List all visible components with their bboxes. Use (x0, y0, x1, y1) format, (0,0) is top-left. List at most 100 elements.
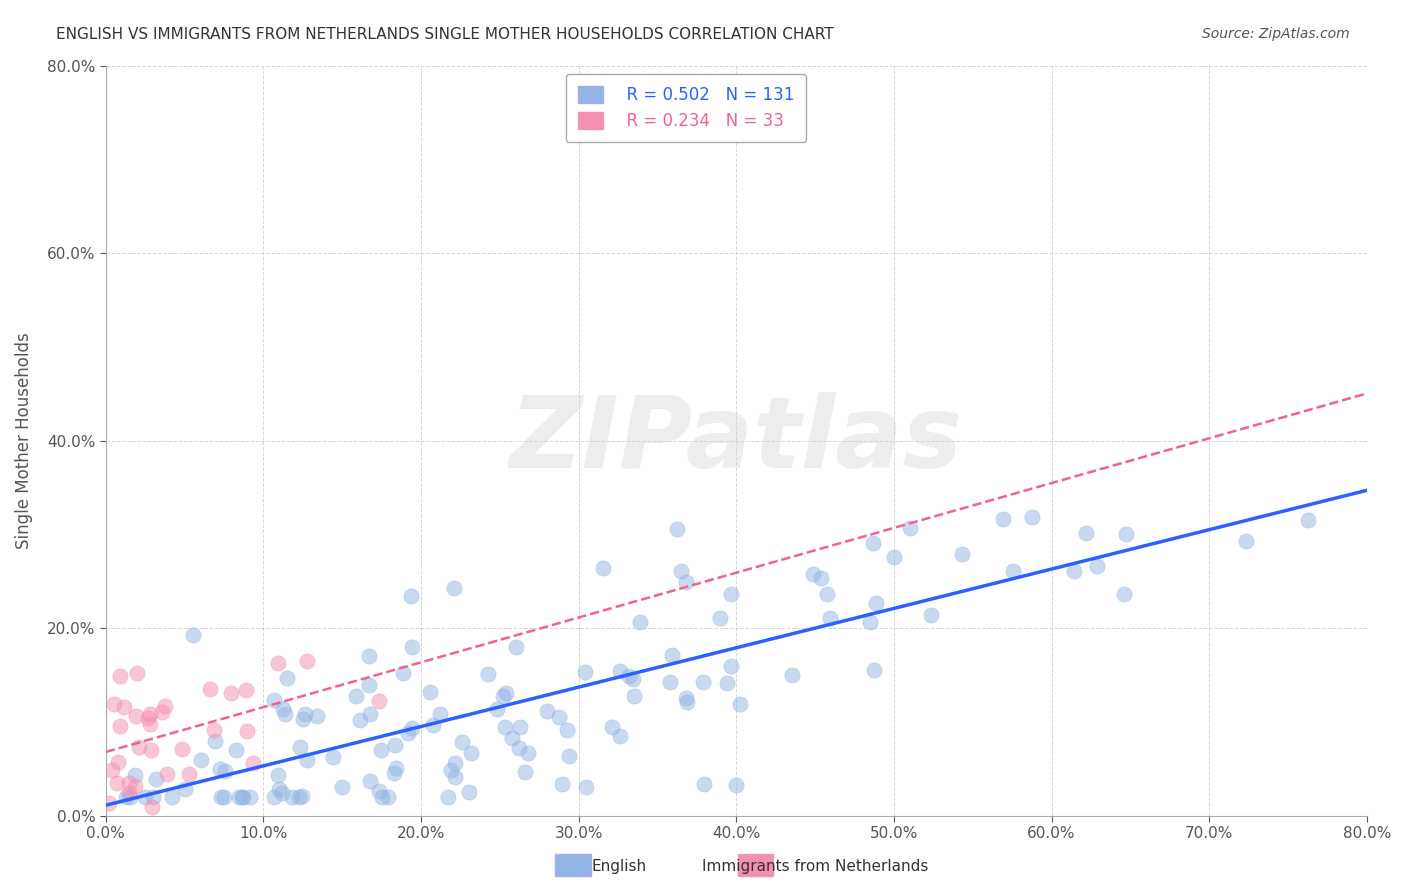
Point (458, 785, 481, 799)
Point (219, 686, 242, 700)
Point (209, 790, 232, 805)
Point (118, 786, 141, 800)
Point (382, 766, 405, 780)
Point (451, 735, 474, 749)
Point (443, 756, 465, 770)
Point (141, 799, 163, 814)
Point (118, 790, 141, 805)
Point (202, 723, 225, 738)
Point (661, 648, 683, 662)
Point (128, 740, 150, 755)
Point (444, 770, 467, 784)
Point (859, 615, 882, 629)
Point (370, 743, 392, 757)
Point (225, 743, 247, 757)
Point (551, 777, 574, 791)
Point (676, 694, 699, 708)
Point (377, 790, 399, 805)
Point (1296, 513, 1319, 527)
Bar (555, 854, 591, 876)
Point (720, 587, 742, 601)
Point (623, 689, 645, 703)
Point (547, 710, 569, 724)
Point (114, 699, 136, 714)
Point (422, 717, 444, 731)
Text: ZIPatlas: ZIPatlas (510, 392, 963, 489)
Point (477, 667, 499, 681)
Point (267, 768, 290, 782)
Point (628, 615, 651, 630)
Point (716, 676, 738, 690)
Point (1076, 526, 1098, 541)
Point (492, 689, 515, 703)
Point (141, 742, 163, 756)
Point (575, 780, 598, 794)
Point (439, 764, 461, 778)
Bar (738, 854, 773, 876)
Point (263, 790, 285, 805)
Point (177, 767, 200, 781)
Point (574, 665, 596, 679)
Point (443, 582, 465, 596)
Point (198, 681, 221, 696)
Point (274, 706, 297, 721)
Point (271, 701, 294, 715)
Point (419, 685, 441, 699)
Point (368, 694, 391, 708)
Point (536, 704, 558, 718)
Point (115, 790, 138, 805)
Text: Immigrants from Netherlands: Immigrants from Netherlands (702, 859, 929, 874)
Point (124, 768, 146, 782)
Point (359, 774, 381, 789)
Point (204, 734, 226, 748)
Point (818, 610, 841, 624)
Point (105, 776, 128, 790)
Point (515, 765, 537, 780)
Point (305, 708, 328, 723)
Point (801, 566, 824, 581)
Y-axis label: Single Mother Households: Single Mother Households (15, 333, 32, 549)
Point (495, 685, 517, 699)
Point (883, 550, 905, 565)
Point (134, 790, 156, 805)
Point (281, 790, 304, 805)
Point (103, 697, 125, 711)
Point (920, 607, 942, 622)
Point (485, 702, 508, 716)
Point (658, 675, 681, 690)
Point (288, 790, 311, 805)
Point (183, 628, 205, 642)
Point (239, 790, 262, 805)
Point (263, 693, 285, 707)
Point (173, 781, 195, 796)
Point (600, 720, 623, 734)
Point (294, 706, 316, 721)
Point (505, 640, 527, 655)
Point (558, 748, 581, 763)
Point (1234, 534, 1257, 549)
Point (359, 678, 381, 692)
Point (291, 789, 314, 803)
Point (725, 778, 748, 792)
Point (384, 761, 406, 775)
Point (1112, 586, 1135, 600)
Point (125, 666, 148, 681)
Point (136, 711, 159, 725)
Point (675, 574, 697, 589)
Point (228, 790, 250, 805)
Point (898, 520, 921, 534)
Point (396, 726, 419, 740)
Point (865, 597, 887, 611)
Point (863, 663, 886, 677)
Point (231, 790, 253, 805)
Point (401, 590, 423, 604)
Point (370, 790, 392, 805)
Text: ENGLISH VS IMMIGRANTS FROM NETHERLANDS SINGLE MOTHER HOUSEHOLDS CORRELATION CHAR: ENGLISH VS IMMIGRANTS FROM NETHERLANDS S… (56, 27, 834, 42)
Point (269, 782, 291, 797)
Point (357, 648, 380, 663)
Point (810, 571, 832, 585)
Point (429, 706, 451, 721)
Point (297, 753, 319, 767)
Point (290, 739, 312, 754)
Point (692, 674, 714, 689)
